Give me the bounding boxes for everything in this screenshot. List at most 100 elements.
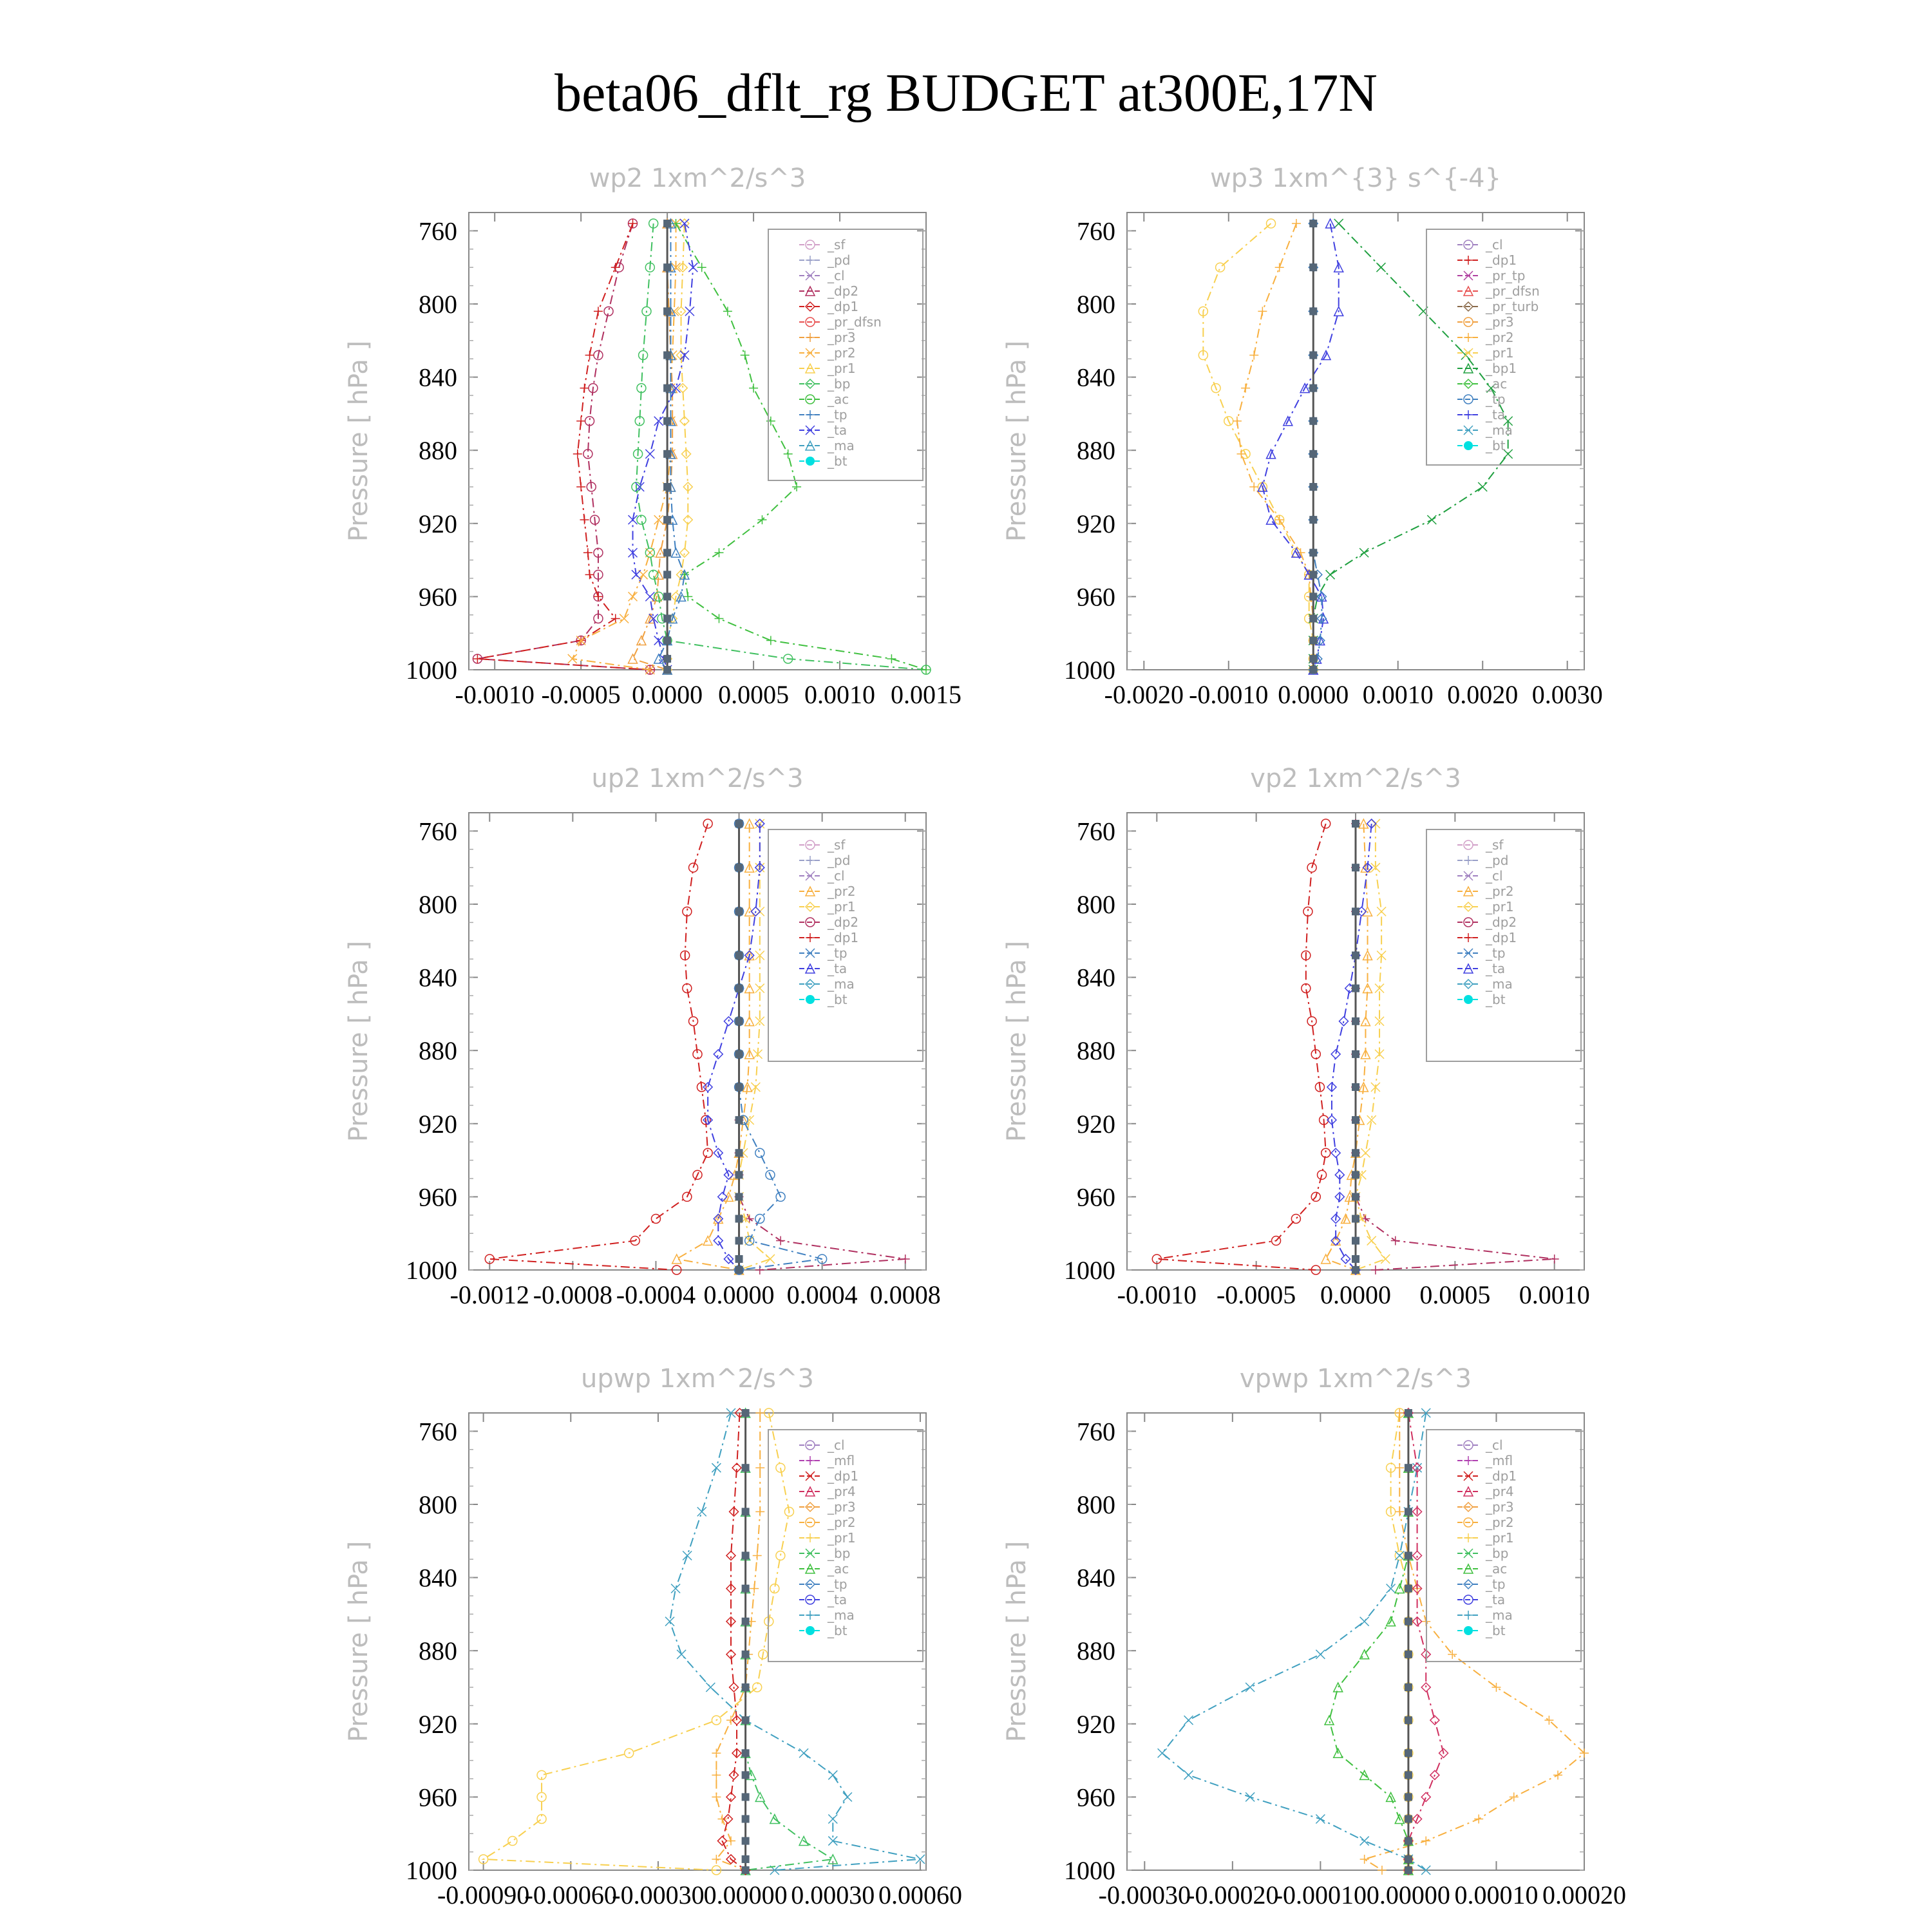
series-ac bbox=[1323, 1407, 1414, 1875]
data-point bbox=[1509, 1792, 1519, 1802]
data-point bbox=[679, 547, 690, 558]
legend-label: _tp bbox=[827, 1577, 848, 1592]
data-point bbox=[1315, 1649, 1325, 1660]
data-point bbox=[1318, 1115, 1329, 1125]
legend-entry: _ma bbox=[799, 1607, 855, 1623]
data-point bbox=[713, 1148, 724, 1159]
data-point bbox=[735, 1171, 743, 1179]
legend-label: _bt bbox=[1485, 992, 1506, 1007]
legend-label: _dp1 bbox=[1485, 1468, 1517, 1484]
data-point bbox=[1412, 1550, 1423, 1561]
legend-label: _bt bbox=[1485, 438, 1506, 453]
data-point bbox=[842, 1792, 853, 1802]
legend-marker bbox=[1463, 963, 1474, 974]
legend-marker bbox=[1463, 917, 1473, 927]
legend-label: _pr4 bbox=[1485, 1484, 1514, 1499]
legend-marker bbox=[1464, 256, 1473, 265]
x-tick-label: 0.0020 bbox=[1447, 680, 1518, 709]
series-pr2 bbox=[1232, 219, 1318, 674]
legend-marker bbox=[804, 1578, 816, 1590]
legend-label: _pr_dfsn bbox=[1485, 283, 1540, 299]
legend-marker bbox=[804, 978, 816, 990]
data-point bbox=[697, 1506, 707, 1517]
series-line bbox=[658, 223, 685, 670]
series-bt bbox=[1309, 220, 1318, 674]
data-point bbox=[728, 1506, 739, 1517]
data-point bbox=[683, 515, 694, 526]
legend-marker bbox=[805, 348, 815, 358]
data-point bbox=[1334, 1170, 1345, 1180]
data-point bbox=[649, 613, 659, 624]
data-point bbox=[663, 417, 672, 425]
legend-entry: _pr2 bbox=[1457, 1515, 1514, 1530]
legend-marker bbox=[1463, 394, 1473, 404]
data-point bbox=[580, 515, 589, 525]
x-tick-label: 0.0030 bbox=[1532, 680, 1603, 709]
panel-title: vpwp 1xm^2/s^3 bbox=[1240, 1364, 1472, 1394]
data-point bbox=[1249, 482, 1259, 491]
y-tick-label: 1000 bbox=[1064, 1256, 1115, 1285]
data-point bbox=[1316, 613, 1327, 624]
data-point bbox=[692, 1170, 703, 1180]
legend-marker bbox=[1464, 933, 1473, 942]
data-point bbox=[1352, 1193, 1359, 1201]
data-point bbox=[749, 383, 759, 393]
data-point bbox=[1404, 1815, 1412, 1823]
series-pr1 bbox=[1350, 819, 1390, 1275]
data-point bbox=[1309, 483, 1318, 491]
data-point bbox=[1309, 384, 1318, 392]
figure-title: beta06_dflt_rg BUDGET at300E,17N bbox=[554, 63, 1378, 123]
data-point bbox=[757, 515, 767, 525]
data-point bbox=[755, 1791, 766, 1803]
legend-marker bbox=[804, 301, 816, 312]
legend-entry: _sf bbox=[1457, 837, 1504, 853]
data-point bbox=[1316, 1170, 1327, 1180]
legend-marker bbox=[804, 440, 816, 451]
legend-marker bbox=[1463, 1471, 1473, 1481]
y-axis-label: Pressure [ hPa ] bbox=[1002, 1541, 1032, 1742]
plot-frame bbox=[468, 212, 927, 670]
data-point bbox=[580, 383, 589, 393]
data-point bbox=[828, 1814, 838, 1824]
legend-entry: _bt bbox=[799, 1623, 848, 1638]
data-point bbox=[1404, 1551, 1412, 1560]
data-point bbox=[723, 1016, 734, 1027]
legend-marker bbox=[1463, 1563, 1474, 1574]
data-point bbox=[828, 1770, 838, 1780]
data-point bbox=[725, 1616, 737, 1627]
plot-frame bbox=[1126, 1412, 1585, 1871]
legend-marker bbox=[1463, 425, 1473, 435]
data-point bbox=[1265, 514, 1276, 525]
legend-entry: _pr3 bbox=[1457, 1499, 1514, 1515]
data-point bbox=[1412, 1583, 1423, 1594]
legend-marker bbox=[805, 871, 815, 881]
data-point bbox=[1360, 1016, 1371, 1027]
legend-marker bbox=[806, 995, 815, 1004]
y-tick-label: 760 bbox=[419, 216, 457, 245]
legend-entry: _bt bbox=[799, 992, 848, 1007]
legend-marker bbox=[804, 901, 816, 913]
data-point bbox=[636, 634, 647, 646]
data-point bbox=[663, 549, 672, 557]
legend-marker bbox=[1463, 886, 1474, 896]
legend-box bbox=[768, 829, 923, 1062]
legend-label: _tp bbox=[1485, 1577, 1506, 1592]
data-point bbox=[653, 591, 664, 602]
y-tick-label: 760 bbox=[1077, 1417, 1115, 1446]
data-point bbox=[593, 307, 603, 316]
data-point bbox=[586, 482, 596, 492]
legend-entry: _pr2 bbox=[1457, 330, 1514, 345]
legend-marker bbox=[1463, 317, 1473, 327]
data-point bbox=[726, 1836, 736, 1846]
data-point bbox=[754, 862, 765, 873]
legend-label: _sf bbox=[1485, 837, 1504, 853]
legend-label: _ma bbox=[827, 438, 855, 453]
legend-label: _pr1 bbox=[1485, 899, 1514, 914]
data-point bbox=[653, 653, 664, 664]
data-point bbox=[755, 1213, 765, 1224]
series-line bbox=[1407, 1412, 1444, 1870]
legend-label: _ta bbox=[1485, 961, 1505, 976]
legend-label: _pr2 bbox=[827, 345, 856, 361]
data-point bbox=[744, 1016, 755, 1027]
legend-entry: _pr2 bbox=[799, 884, 856, 899]
